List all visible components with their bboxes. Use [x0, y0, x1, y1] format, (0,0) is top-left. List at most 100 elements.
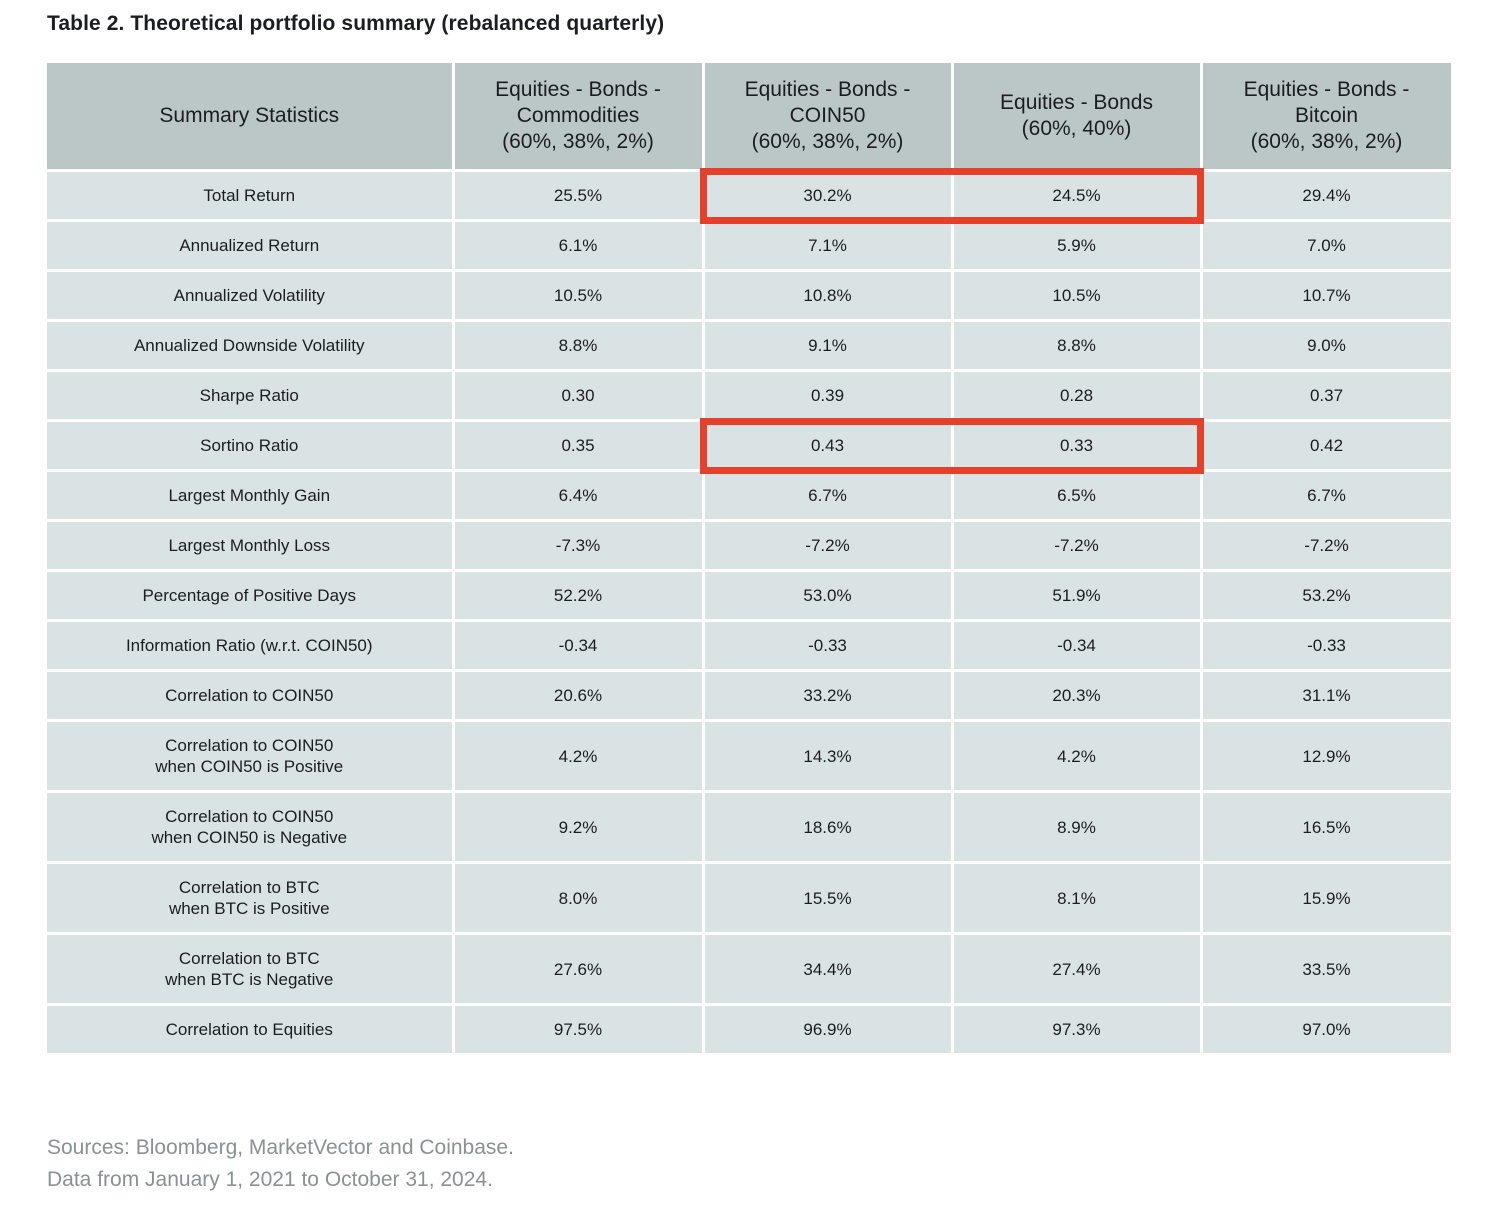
table-row: Correlation to COIN50 20.6% 33.2% 20.3% 31.1…	[47, 669, 1454, 722]
table-cell: 9.1%	[701, 319, 954, 372]
table-row: Sortino Ratio 0.35 0.43 0.33 0.42	[47, 419, 1454, 472]
row-label-line: when BTC is Negative	[165, 970, 334, 989]
table-cell: -0.34	[950, 619, 1203, 672]
table-row: Correlation to Equities 97.5% 96.9% 97.3% 97…	[47, 1003, 1454, 1056]
header-line: Equities - Bonds -	[1243, 78, 1410, 101]
table-cell: 7.0%	[1199, 219, 1454, 272]
table-cell: 34.4%	[701, 932, 954, 1006]
table-cell: 8.1%	[950, 861, 1203, 935]
table-cell: 10.5%	[950, 269, 1203, 322]
table-cell: 96.9%	[701, 1003, 954, 1056]
table-cell: 18.6%	[701, 790, 954, 864]
table-cell: 0.30	[451, 369, 705, 422]
row-label-line: Annualized Downside Volatility	[133, 336, 365, 355]
table-cell: 0.42	[1199, 419, 1454, 472]
table-cell: 0.35	[451, 419, 705, 472]
table-cell: 30.2%	[701, 169, 954, 222]
table-row: Total Return 25.5% 30.2% 24.5% 29.4%	[47, 169, 1454, 222]
table-cell: 27.6%	[451, 932, 705, 1006]
table-cell: 0.37	[1199, 369, 1454, 422]
row-label: Correlation to BTC when BTC is Negative	[47, 932, 455, 1006]
table-row: Correlation to COIN50 when COIN50 is Posi…	[47, 719, 1454, 793]
table-cell: 31.1%	[1199, 669, 1454, 722]
row-label-line: when BTC is Positive	[168, 899, 330, 918]
row-label: Correlation to COIN50 when COIN50 is Posi…	[47, 719, 455, 793]
table-body: Total Return 25.5% 30.2% 24.5% 29.4% Annualiz…	[47, 169, 1454, 1056]
row-label-line: Correlation to COIN50	[165, 686, 334, 705]
table-cell: 33.2%	[701, 669, 954, 722]
table-cell: 0.28	[950, 369, 1203, 422]
row-label: Annualized Volatility	[47, 269, 455, 322]
row-label-line: Largest Monthly Gain	[168, 486, 331, 505]
row-label-line: Sharpe Ratio	[199, 386, 299, 405]
header-line: (60%, 40%)	[1021, 117, 1132, 140]
header-line: (60%, 38%, 2%)	[1250, 130, 1403, 153]
table-cell: 4.2%	[451, 719, 705, 793]
table-row: Annualized Volatility 10.5% 10.8% 10.5% 10.7…	[47, 269, 1454, 322]
table-cell: 29.4%	[1199, 169, 1454, 222]
table-row: Largest Monthly Loss -7.3% -7.2% -7.2% -7.2%	[47, 519, 1454, 572]
table-cell: 52.2%	[451, 569, 705, 622]
table-row: Correlation to BTC when BTC is Positive 8.…	[47, 861, 1454, 935]
row-label: Correlation to BTC when BTC is Positive	[47, 861, 455, 935]
row-label-line: Correlation to COIN50	[165, 736, 334, 755]
table-cell: 6.4%	[451, 469, 705, 522]
row-label: Correlation to Equities	[47, 1003, 455, 1056]
table-cell: 51.9%	[950, 569, 1203, 622]
table-cell: 10.5%	[451, 269, 705, 322]
row-label-line: Annualized Return	[179, 236, 320, 255]
header-summary-statistics: Summary Statistics	[47, 63, 455, 172]
table-cell: 6.1%	[451, 219, 705, 272]
table-cell: 20.3%	[950, 669, 1203, 722]
row-label: Annualized Downside Volatility	[47, 319, 455, 372]
summary-table-container: Summary Statistics Equities - Bonds - Comm…	[47, 63, 1454, 1056]
table-cell: -0.34	[451, 619, 705, 672]
row-label-line: Largest Monthly Loss	[168, 536, 331, 555]
table-row: Largest Monthly Gain 6.4% 6.7% 6.5% 6.7%	[47, 469, 1454, 522]
table-cell: 0.33	[950, 419, 1203, 472]
table-cell: 4.2%	[950, 719, 1203, 793]
table-row: Information Ratio (w.r.t. COIN50) -0.34 -0…	[47, 619, 1454, 672]
table-cell: 10.7%	[1199, 269, 1454, 322]
row-label-line: Correlation to Equities	[165, 1020, 333, 1039]
row-label-line: Correlation to COIN50	[165, 807, 334, 826]
table-cell: -7.2%	[950, 519, 1203, 572]
row-label-line: Information Ratio (w.r.t. COIN50)	[125, 636, 373, 655]
row-label-line: Annualized Volatility	[173, 286, 325, 305]
table-cell: 6.7%	[701, 469, 954, 522]
summary-table: Summary Statistics Equities - Bonds - Comm…	[47, 63, 1454, 1056]
table-cell: 5.9%	[950, 219, 1203, 272]
row-label-line: Total Return	[203, 186, 296, 205]
table-row: Annualized Downside Volatility 8.8% 9.1% 8.…	[47, 319, 1454, 372]
table-cell: -7.2%	[1199, 519, 1454, 572]
header-line: Bitcoin	[1294, 104, 1359, 127]
table-cell: 0.43	[701, 419, 954, 472]
table-cell: 24.5%	[950, 169, 1203, 222]
table-cell: 33.5%	[1199, 932, 1454, 1006]
table-cell: 12.9%	[1199, 719, 1454, 793]
column-header: Equities - Bonds - Bitcoin (60%, 38%, 2%)	[1199, 63, 1454, 172]
column-header: Equities - Bonds - COIN50 (60%, 38%, 2%)	[701, 63, 954, 172]
table-cell: 8.9%	[950, 790, 1203, 864]
table-cell: -0.33	[701, 619, 954, 672]
table-cell: -7.2%	[701, 519, 954, 572]
source-note: Sources: Bloomberg, MarketVector and Coi…	[47, 1136, 514, 1159]
row-label: Largest Monthly Loss	[47, 519, 455, 572]
table-cell: 6.5%	[950, 469, 1203, 522]
table-cell: 16.5%	[1199, 790, 1454, 864]
header-line: Equities - Bonds	[1000, 91, 1153, 114]
row-label-line: Sortino Ratio	[200, 436, 299, 455]
table-cell: -7.3%	[451, 519, 705, 572]
table-cell: 10.8%	[701, 269, 954, 322]
row-label-line: when COIN50 is Positive	[155, 757, 344, 776]
header-line: (60%, 38%, 2%)	[502, 130, 654, 153]
table-row: Correlation to BTC when BTC is Negative 27…	[47, 932, 1454, 1006]
table-cell: 15.5%	[701, 861, 954, 935]
column-header: Equities - Bonds (60%, 40%)	[950, 63, 1203, 172]
table-cell: 25.5%	[451, 169, 705, 222]
table-row: Correlation to COIN50 when COIN50 is Nega…	[47, 790, 1454, 864]
table-cell: 97.3%	[950, 1003, 1203, 1056]
table-cell: 0.39	[701, 369, 954, 422]
table-cell: 8.8%	[950, 319, 1203, 372]
row-label-line: Percentage of Positive Days	[142, 586, 357, 605]
